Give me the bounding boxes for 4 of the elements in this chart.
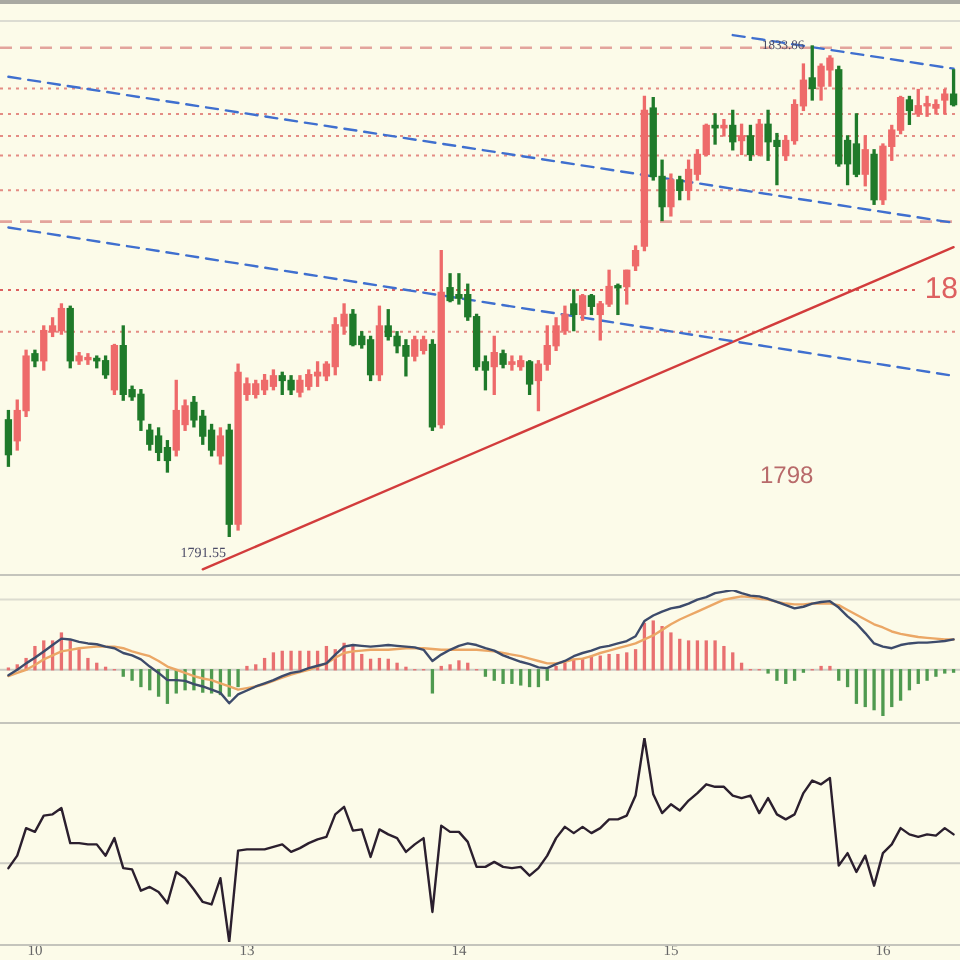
annotation: 18 bbox=[924, 272, 958, 307]
candlestick bbox=[614, 283, 622, 316]
annotation: 1798 bbox=[760, 460, 815, 489]
candlestick bbox=[508, 355, 516, 371]
